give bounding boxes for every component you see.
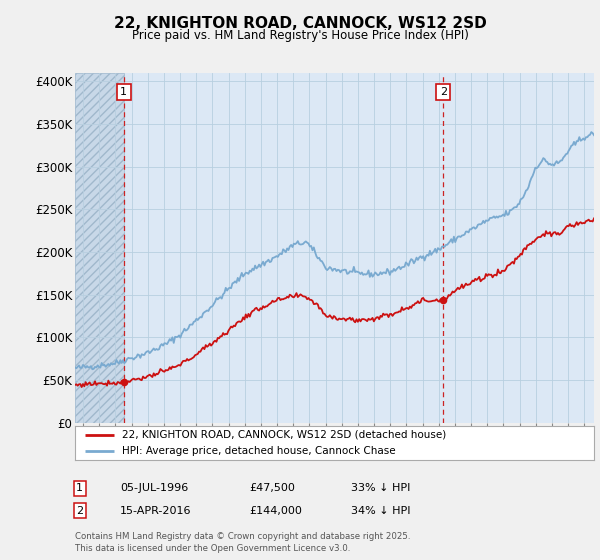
Text: £47,500: £47,500 <box>249 483 295 493</box>
Text: 05-JUL-1996: 05-JUL-1996 <box>120 483 188 493</box>
Text: £144,000: £144,000 <box>249 506 302 516</box>
Text: 22, KNIGHTON ROAD, CANNOCK, WS12 2SD: 22, KNIGHTON ROAD, CANNOCK, WS12 2SD <box>113 16 487 31</box>
Text: 1: 1 <box>121 87 127 97</box>
Text: 34% ↓ HPI: 34% ↓ HPI <box>351 506 410 516</box>
Text: 15-APR-2016: 15-APR-2016 <box>120 506 191 516</box>
Point <box>119 378 128 387</box>
Text: 1: 1 <box>76 483 83 493</box>
Text: 2: 2 <box>440 87 447 97</box>
Point <box>439 295 448 304</box>
Text: HPI: Average price, detached house, Cannock Chase: HPI: Average price, detached house, Cann… <box>122 446 395 456</box>
Bar <box>75 73 124 423</box>
Text: 22, KNIGHTON ROAD, CANNOCK, WS12 2SD (detached house): 22, KNIGHTON ROAD, CANNOCK, WS12 2SD (de… <box>122 430 446 440</box>
Text: Price paid vs. HM Land Registry's House Price Index (HPI): Price paid vs. HM Land Registry's House … <box>131 29 469 42</box>
Text: Contains HM Land Registry data © Crown copyright and database right 2025.
This d: Contains HM Land Registry data © Crown c… <box>75 533 410 553</box>
Text: 2: 2 <box>76 506 83 516</box>
Text: 33% ↓ HPI: 33% ↓ HPI <box>351 483 410 493</box>
